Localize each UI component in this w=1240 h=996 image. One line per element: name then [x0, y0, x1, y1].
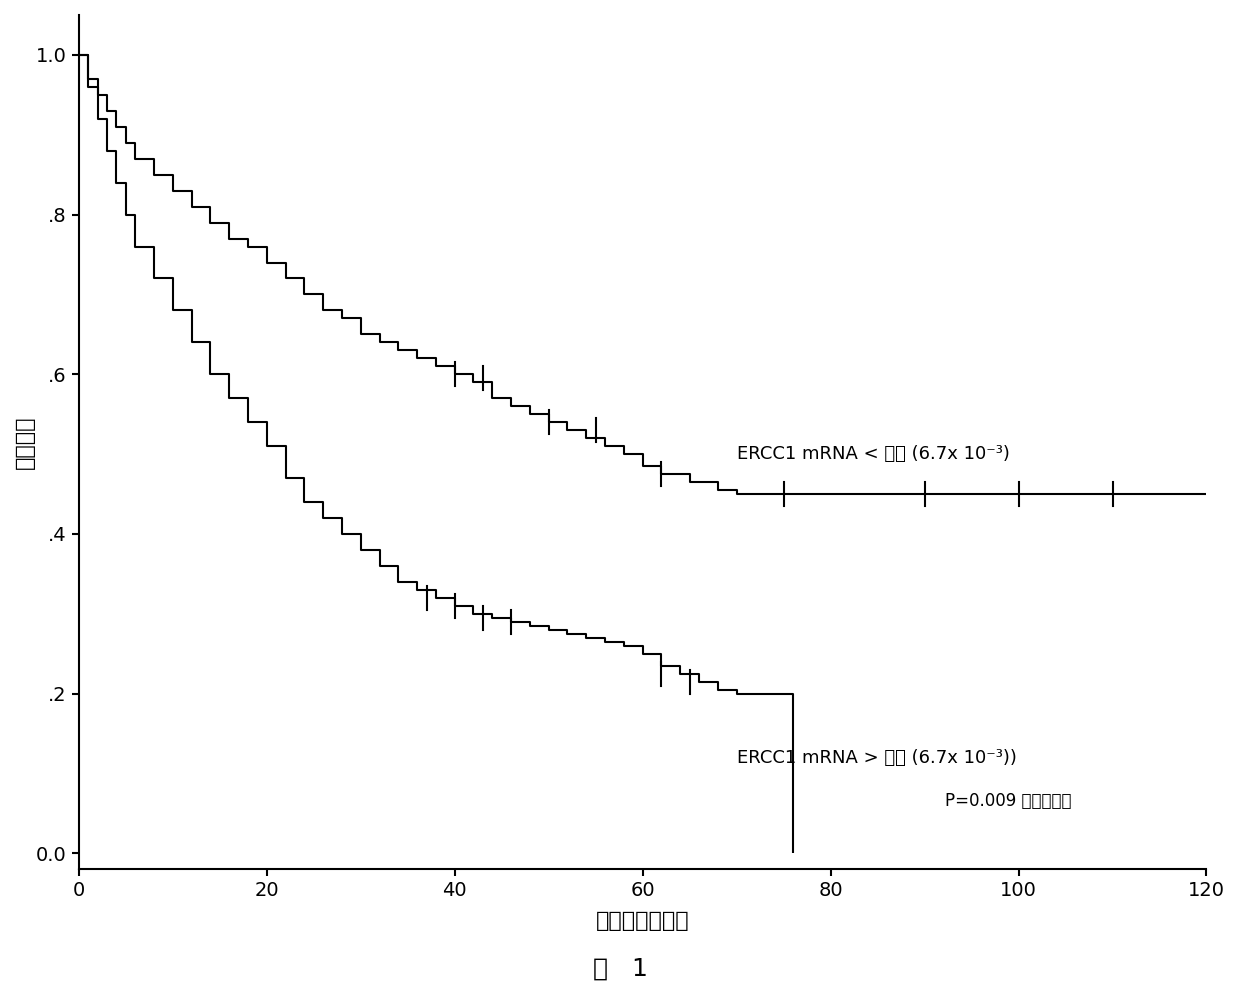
- Text: 图   1: 图 1: [593, 957, 647, 981]
- Text: P=0.009 对数秩检验: P=0.009 对数秩检验: [945, 792, 1071, 810]
- Text: ERCC1 mRNA < 阈値 (6.7x 10⁻³): ERCC1 mRNA < 阈値 (6.7x 10⁻³): [737, 445, 1009, 463]
- X-axis label: 总体存活（周）: 总体存活（周）: [596, 911, 689, 931]
- Text: ERCC1 mRNA > 阈値 (6.7x 10⁻³)): ERCC1 mRNA > 阈値 (6.7x 10⁻³)): [737, 749, 1017, 767]
- Y-axis label: 累积存活: 累积存活: [15, 415, 35, 469]
